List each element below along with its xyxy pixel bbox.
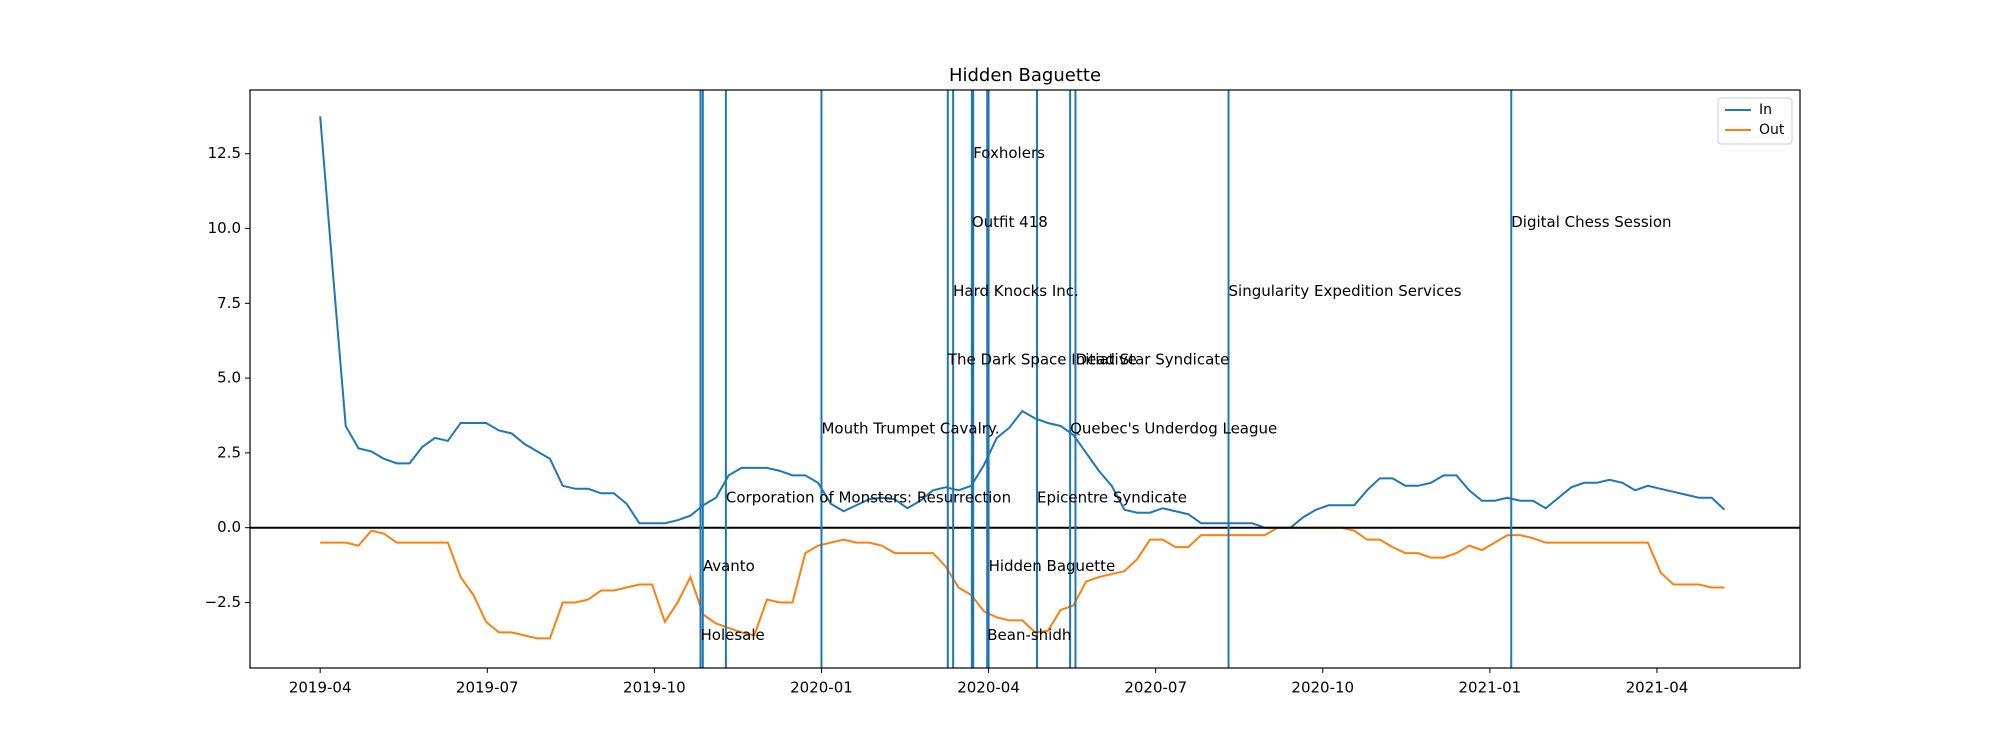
legend-label: Out: [1759, 122, 1785, 138]
y-tick-label: 10.0: [208, 219, 241, 237]
event-label: The Dark Space Initiative: [947, 351, 1137, 369]
event-label: Digital Chess Session: [1511, 213, 1671, 231]
y-tick-label: 2.5: [217, 443, 241, 461]
event-label: Outfit 418: [972, 213, 1048, 231]
x-tick-label: 2020-10: [1291, 679, 1354, 697]
event-label: Corporation of Monsters: Resurrection: [726, 488, 1011, 506]
plot-frame: [249, 89, 1801, 669]
x-tick-label: 2019-04: [289, 679, 352, 697]
y-tick-label: 0.0: [217, 518, 241, 536]
event-label: Avanto: [703, 557, 755, 575]
y-tick-label: −2.5: [205, 593, 241, 611]
event-label: Hard Knocks Inc.: [953, 282, 1079, 300]
x-tick-label: 2019-07: [456, 679, 519, 697]
y-tick-label: 7.5: [217, 294, 241, 312]
y-tick-label: 5.0: [217, 369, 241, 387]
event-label: Quebec's Underdog League: [1070, 419, 1277, 437]
event-label: Mouth Trumpet Cavalry.: [821, 419, 999, 437]
event-label: Foxholers: [973, 144, 1045, 162]
plot-area: [250, 90, 1800, 668]
event-label: Epicentre Syndicate: [1037, 488, 1187, 506]
x-tick-label: 2020-01: [790, 679, 853, 697]
event-label: Dead Star Syndicate: [1075, 351, 1229, 369]
x-tick-label: 2021-01: [1459, 679, 1522, 697]
x-tick-label: 2020-07: [1124, 679, 1187, 697]
event-label: Hidden Baguette: [989, 557, 1116, 575]
event-label: Singularity Expedition Services: [1229, 282, 1462, 300]
y-tick-label: 12.5: [208, 144, 241, 162]
chart-title: Hidden Baguette: [949, 65, 1101, 86]
legend-label: In: [1759, 102, 1772, 118]
event-label: Holesale: [700, 626, 764, 644]
event-label: Bean-shidh: [987, 626, 1071, 644]
x-tick-label: 2019-10: [623, 679, 686, 697]
x-tick-label: 2020-04: [957, 679, 1020, 697]
x-tick-label: 2021-04: [1626, 679, 1689, 697]
series-line: [319, 116, 1726, 529]
series-line: [320, 526, 1725, 640]
legend: In Out: [1717, 97, 1793, 145]
